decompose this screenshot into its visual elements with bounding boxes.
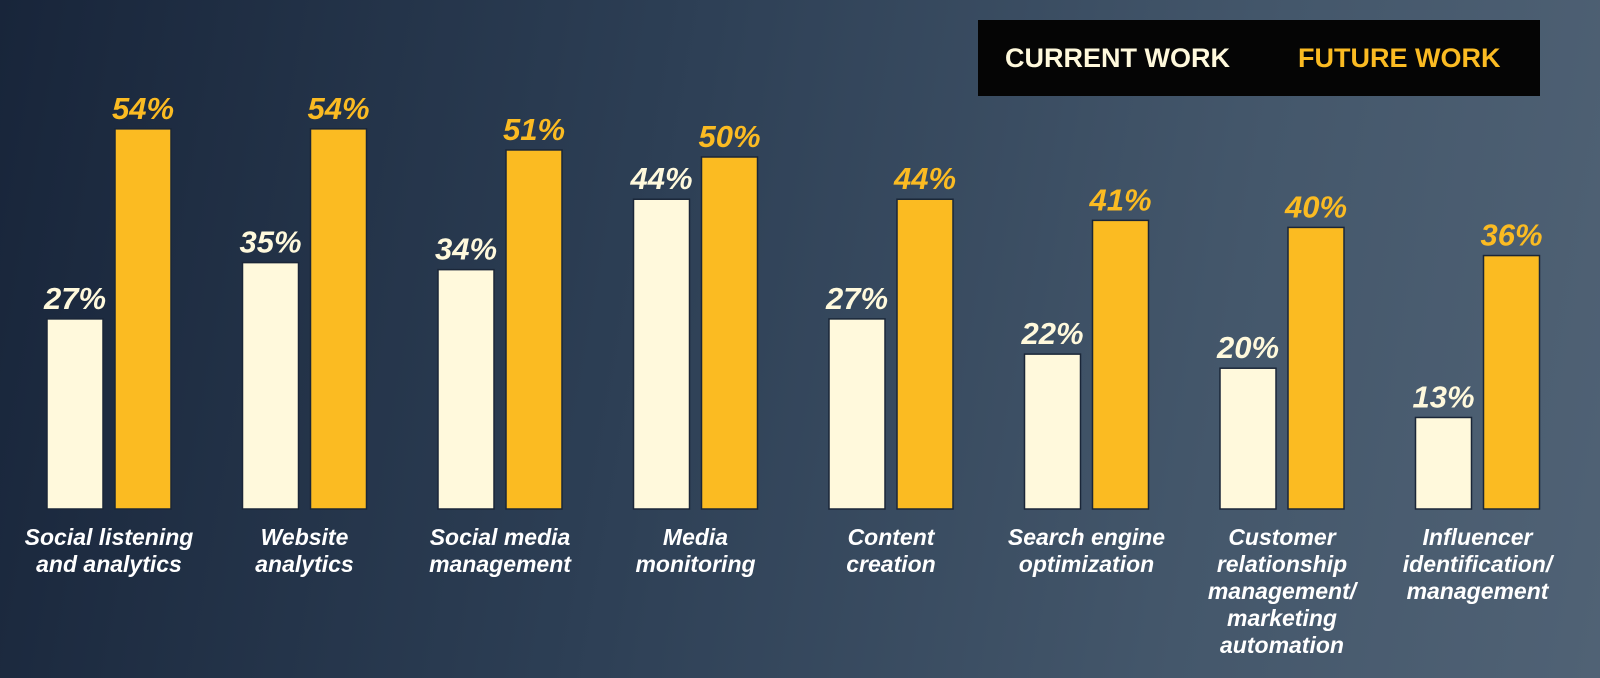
bar xyxy=(1091,219,1150,510)
bar xyxy=(632,198,691,510)
bar xyxy=(241,261,300,510)
legend-entry: CURRENT WORK xyxy=(1005,43,1230,73)
category-label: Customer relationship management/ market… xyxy=(1207,524,1357,658)
bar xyxy=(828,318,886,510)
bar xyxy=(114,128,172,510)
value-label: 40% xyxy=(1284,189,1347,224)
legend-entry: FUTURE WORK xyxy=(1298,43,1501,73)
bar xyxy=(505,149,563,510)
bar xyxy=(1414,416,1473,510)
category-label: Content creation xyxy=(846,524,936,577)
category-label: Influencer identification/ management xyxy=(1402,524,1553,604)
bar xyxy=(437,268,495,510)
value-label: 41% xyxy=(1088,182,1151,217)
value-label: 20% xyxy=(1216,330,1279,365)
category-label: Social listening and analytics xyxy=(24,524,194,577)
bar xyxy=(1219,367,1277,510)
bar xyxy=(1287,226,1345,510)
value-label: 36% xyxy=(1480,218,1542,253)
value-label: 51% xyxy=(503,112,565,147)
value-label: 27% xyxy=(825,281,888,316)
bar xyxy=(1482,254,1541,510)
category-label: Media monitoring xyxy=(635,524,756,577)
value-label: 44% xyxy=(629,161,692,196)
bar xyxy=(1023,353,1082,510)
value-label: 34% xyxy=(435,232,497,267)
bar xyxy=(700,156,759,510)
value-label: 54% xyxy=(112,91,174,126)
category-label: Social media management xyxy=(429,524,571,577)
value-label: 35% xyxy=(239,225,301,260)
category-label: Website analytics xyxy=(255,524,354,577)
legend-box xyxy=(978,20,1540,96)
value-label: 44% xyxy=(893,161,956,196)
bar xyxy=(309,128,368,510)
value-label: 22% xyxy=(1020,316,1083,351)
value-label: 13% xyxy=(1412,379,1474,414)
value-label: 27% xyxy=(43,281,106,316)
value-label: 50% xyxy=(698,119,760,154)
category-label: Search engine optimization xyxy=(1007,524,1166,577)
bar xyxy=(46,318,104,510)
value-label: 54% xyxy=(307,91,369,126)
bar xyxy=(896,198,954,510)
